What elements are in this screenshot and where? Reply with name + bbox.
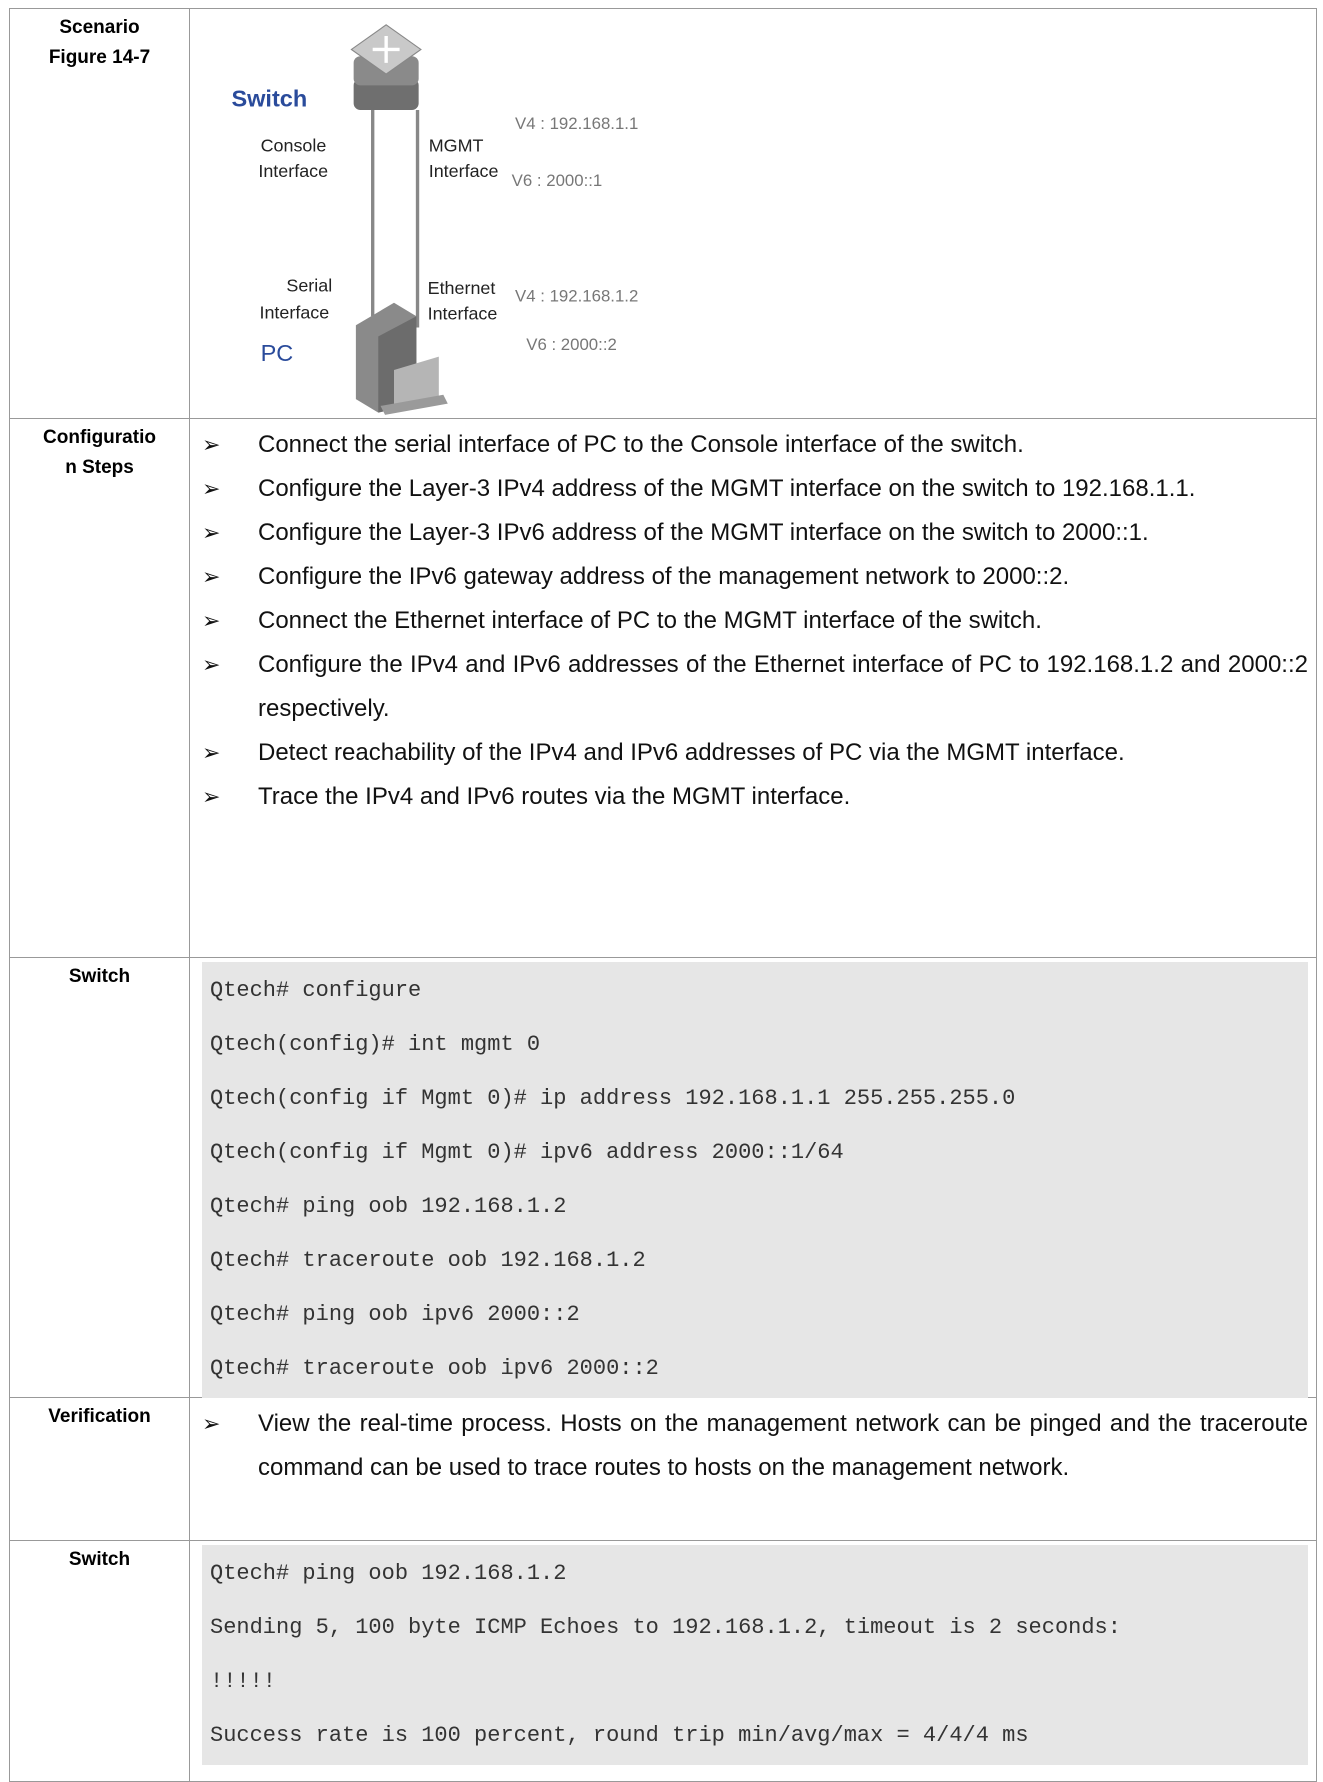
address-label: V4 : 192.168.1.1 [515,114,638,133]
cell: Qtech# configure Qtech(config)# int mgmt … [190,958,1317,1398]
bullet: ➢ Connect the serial interface of PC to t… [202,423,1308,467]
network-figure: Switch Console Interface MGMT Interface … [231,24,638,415]
bullet-text: Configure the Layer-3 IPv6 address of th… [258,519,1149,546]
row: Verification ➢ View the real-time process.… [10,1398,1317,1541]
code-line: Qtech(config if Mgmt 0)# ip address 192.… [210,1086,1016,1111]
pc-icon [355,302,448,415]
bullet: ➢ Connect the Ethernet interface of PC to… [202,599,1308,643]
bullet-marker: ➢ [202,520,221,545]
bullet-text: Trace the IPv4 and IPv6 routes via the M… [258,783,851,810]
row: Configuratio n Steps ➢ Connect the serial i… [10,419,1317,958]
bullet: ➢ Configure the Layer-3 IPv4 address of t… [202,467,1308,511]
bullet-text: Configure the Layer-3 IPv4 address of th… [258,475,1196,502]
switch-label: Switch [231,86,307,112]
address-label: V6 : 2000::1 [512,171,603,190]
label-line: Verification [48,1406,151,1427]
code-block: Qtech# ping oob 192.168.1.2 Sending 5, 10… [202,1545,1308,1765]
code-line: Qtech# traceroute oob ipv6 2000::2 [210,1356,659,1381]
bullet-marker: ➢ [202,1411,221,1436]
pc-label: PC [261,340,294,366]
bullet: ➢ View the real-time process. Hosts on th… [202,1402,1308,1490]
port-label: Console [261,135,327,155]
bullet-text: Configure the IPv4 and IPv6 addresses of… [258,651,1308,722]
label-line: Configuratio [43,427,156,448]
bullet-text: Connect the Ethernet interface of PC to … [258,607,1042,634]
label-line: Switch [68,966,131,987]
row-label: Scenario Figure 14-7 [10,9,190,418]
code-line: Qtech(config)# int mgmt 0 [210,1032,541,1057]
code-line: !!!!! [210,1669,277,1694]
table: Scenario Figure 14-7 Switch [9,8,1317,1782]
code-line: Qtech# ping oob ipv6 2000::2 [210,1302,580,1327]
bullet-text: Connect the serial interface of PC to th… [258,431,1024,458]
bullet-marker: ➢ [202,740,221,765]
code-block: Qtech# configure Qtech(config)# int mgmt … [202,962,1308,1398]
bullet-marker: ➢ [202,476,221,501]
port-label: Interface [429,161,499,181]
bullet-marker: ➢ [202,608,221,633]
row: Scenario Figure 14-7 Switch [10,9,1317,419]
bullet-marker: ➢ [202,564,221,589]
row-label: Switch [10,958,190,1397]
cell: ➢ Connect the serial interface of PC to t… [190,419,1317,957]
cell: ➢ View the real-time process. Hosts on th… [190,1398,1317,1540]
row: Switch Qtech# ping oob 192.168.1.2 Sending… [10,1541,1317,1782]
bullet-text: Detect reachability of the IPv4 and IPv6… [258,739,1125,766]
code-line: Success rate is 100 percent, round trip … [210,1723,1029,1748]
cell: Qtech# ping oob 192.168.1.2 Sending 5, 10… [190,1541,1317,1781]
port-label: Serial [286,276,332,296]
port-label: Interface [258,161,328,181]
bullet: ➢ Configure the Layer-3 IPv6 address of t… [202,511,1308,555]
code-line: Qtech(config if Mgmt 0)# ipv6 address 20… [210,1140,844,1165]
bullet-marker: ➢ [202,652,221,677]
label-line: Switch [68,1549,131,1570]
row: Switch Qtech# configure Qtech(config)# int… [10,958,1317,1398]
row-label: Configuratio n Steps [10,419,190,957]
bullet-text: View the real-time process. Hosts on the… [258,1410,1308,1481]
port-label: MGMT [429,135,484,155]
figure-cell: Switch Console Interface MGMT Interface … [190,9,1317,418]
code-line: Qtech# ping oob 192.168.1.2 [210,1561,567,1586]
address-label: V4 : 192.168.1.2 [515,287,638,306]
port-label: Interface [428,304,498,324]
bullet: ➢ Detect reachability of the IPv4 and IPv… [202,731,1308,775]
code-line: Qtech# configure [210,978,422,1003]
bullet: ➢ Configure the IPv6 gateway address of t… [202,555,1308,599]
bullet: ➢ Configure the IPv4 and IPv6 addresses o… [202,643,1308,731]
bullet: ➢ Trace the IPv4 and IPv6 routes via the … [202,775,1308,819]
row-label: Switch [10,1541,190,1781]
address-label: V6 : 2000::2 [526,335,617,354]
label-line: n Steps [65,457,134,478]
bullet-text: Configure the IPv6 gateway address of th… [258,563,1070,590]
code-line: Qtech# traceroute oob 192.168.1.2 [210,1248,646,1273]
bullet-marker: ➢ [202,784,221,809]
code-line: Qtech# ping oob 192.168.1.2 [210,1194,567,1219]
switch-icon [350,24,422,111]
row-label: Verification [10,1398,190,1540]
code-line: Sending 5, 100 byte ICMP Echoes to 192.1… [210,1615,1121,1640]
bullet-marker: ➢ [202,432,221,457]
port-label: Ethernet [428,278,496,298]
label-line: Figure 14-7 [48,47,151,68]
label-line: Scenario [59,17,140,38]
port-label: Interface [259,302,329,322]
